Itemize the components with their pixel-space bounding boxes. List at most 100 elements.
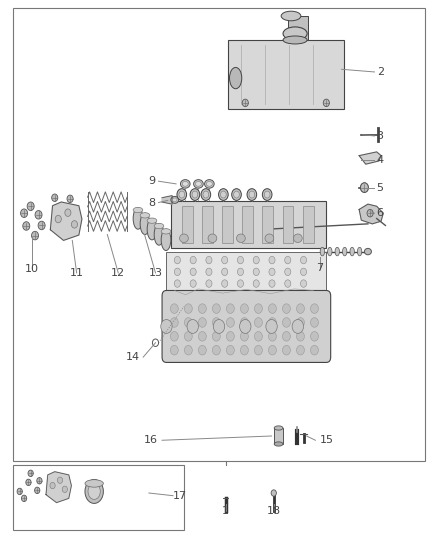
Circle shape [242, 99, 248, 107]
Circle shape [174, 268, 180, 276]
Circle shape [311, 332, 318, 341]
Text: 12: 12 [111, 268, 125, 278]
Ellipse shape [161, 229, 171, 234]
Circle shape [190, 256, 196, 264]
Circle shape [198, 318, 206, 327]
Circle shape [254, 332, 262, 341]
Text: 3: 3 [377, 131, 384, 141]
Ellipse shape [237, 234, 245, 243]
FancyBboxPatch shape [162, 290, 331, 362]
Text: 17: 17 [173, 491, 187, 500]
Circle shape [170, 304, 178, 313]
Circle shape [26, 479, 31, 486]
Circle shape [71, 221, 78, 228]
Circle shape [152, 339, 159, 346]
Ellipse shape [171, 197, 179, 203]
Circle shape [187, 320, 198, 334]
Ellipse shape [265, 234, 274, 243]
Ellipse shape [180, 234, 188, 243]
Bar [288, 16, 308, 40]
Circle shape [253, 280, 259, 287]
Circle shape [184, 304, 192, 313]
Circle shape [297, 345, 304, 355]
Circle shape [170, 345, 178, 355]
Ellipse shape [335, 247, 339, 256]
Ellipse shape [350, 247, 354, 256]
Ellipse shape [328, 247, 332, 256]
Ellipse shape [85, 480, 103, 487]
Circle shape [67, 195, 73, 203]
Ellipse shape [190, 189, 200, 200]
Ellipse shape [88, 483, 100, 499]
Circle shape [297, 304, 304, 313]
Circle shape [174, 280, 180, 287]
Text: 6: 6 [377, 208, 384, 218]
Circle shape [240, 345, 248, 355]
Circle shape [222, 280, 228, 287]
Circle shape [190, 280, 196, 287]
Circle shape [62, 486, 67, 492]
Circle shape [311, 345, 318, 355]
Circle shape [21, 209, 28, 217]
Circle shape [253, 268, 259, 276]
Ellipse shape [195, 181, 201, 187]
Ellipse shape [283, 27, 307, 40]
Circle shape [50, 482, 55, 489]
Circle shape [184, 345, 192, 355]
Circle shape [300, 256, 307, 264]
Ellipse shape [177, 189, 187, 200]
Circle shape [367, 209, 373, 217]
Text: 16: 16 [144, 435, 158, 445]
Ellipse shape [182, 181, 188, 187]
Ellipse shape [133, 207, 143, 213]
Circle shape [226, 304, 234, 313]
Bar [182, 206, 193, 243]
Circle shape [237, 256, 244, 264]
Ellipse shape [247, 189, 257, 200]
Circle shape [300, 280, 307, 287]
Text: 18: 18 [267, 506, 281, 515]
Circle shape [35, 487, 40, 494]
Text: 15: 15 [320, 435, 334, 445]
Ellipse shape [154, 223, 164, 229]
Circle shape [37, 478, 42, 484]
Circle shape [269, 268, 275, 276]
Circle shape [17, 488, 22, 495]
Circle shape [212, 345, 220, 355]
Ellipse shape [180, 180, 190, 188]
Ellipse shape [357, 247, 362, 256]
Ellipse shape [232, 189, 241, 200]
Bar [13, 465, 184, 530]
Circle shape [23, 222, 30, 230]
Bar [283, 206, 293, 243]
Circle shape [226, 318, 234, 327]
Circle shape [268, 304, 276, 313]
Bar [171, 201, 326, 248]
Ellipse shape [265, 191, 270, 198]
Circle shape [360, 183, 368, 192]
Circle shape [174, 256, 180, 264]
Ellipse shape [274, 426, 283, 430]
Circle shape [240, 304, 248, 313]
Circle shape [283, 332, 290, 341]
Circle shape [27, 202, 34, 211]
Ellipse shape [173, 198, 177, 201]
Circle shape [21, 495, 27, 502]
Ellipse shape [364, 248, 371, 255]
Text: 13: 13 [148, 268, 162, 278]
Circle shape [213, 320, 225, 334]
Bar [303, 206, 314, 243]
Polygon shape [359, 204, 383, 224]
Circle shape [222, 268, 228, 276]
Ellipse shape [206, 181, 212, 187]
Circle shape [237, 268, 244, 276]
Ellipse shape [220, 191, 226, 198]
Polygon shape [359, 152, 381, 164]
Circle shape [269, 280, 275, 287]
Circle shape [266, 320, 277, 334]
Circle shape [32, 231, 39, 240]
Ellipse shape [208, 234, 217, 243]
Ellipse shape [343, 247, 347, 256]
Ellipse shape [320, 247, 325, 256]
Ellipse shape [281, 11, 301, 21]
